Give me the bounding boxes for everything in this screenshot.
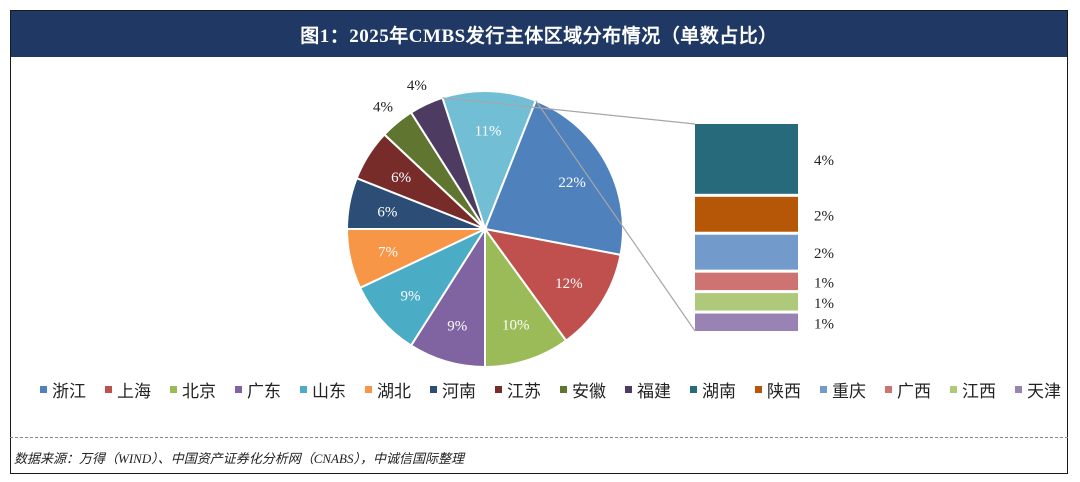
title-bar: 图1：2025年CMBS发行主体区域分布情况（单数占比） xyxy=(11,11,1067,57)
pie-slice-3 xyxy=(484,225,568,369)
legend-swatch-7 xyxy=(430,386,437,393)
bar-label-2: 2% xyxy=(814,208,834,224)
bar-label-5: 1% xyxy=(814,296,834,312)
legend-swatch-13 xyxy=(820,386,827,393)
legend-swatch-3 xyxy=(170,386,177,393)
bar-label-1: 4% xyxy=(814,153,834,169)
source-divider xyxy=(10,437,1068,438)
legend-label-16: 天津 xyxy=(1027,382,1061,402)
legend-swatch-8 xyxy=(495,386,502,393)
chart-title: 图1：2025年CMBS发行主体区域分布情况（单数占比） xyxy=(300,25,778,47)
legend-label-6: 湖北 xyxy=(377,382,411,402)
legend-swatch-4 xyxy=(235,386,242,393)
bar-label-3: 2% xyxy=(814,246,834,262)
bar-segment-1 xyxy=(695,124,798,194)
legend-swatch-11 xyxy=(690,386,697,393)
bar-segment-5 xyxy=(695,293,798,311)
pie-label-7: 6% xyxy=(377,204,397,220)
legend-label-13: 重庆 xyxy=(832,382,866,402)
legend-swatch-16 xyxy=(1015,386,1022,393)
legend-label-12: 陕西 xyxy=(767,382,801,402)
pie-label-3: 10% xyxy=(502,318,530,334)
pie-slice-other xyxy=(441,90,538,232)
legend-swatch-6 xyxy=(365,386,372,393)
legend-label-15: 江西 xyxy=(962,382,996,402)
legend-swatch-5 xyxy=(300,386,307,393)
pie-slice-2 xyxy=(482,227,622,343)
legend-label-8: 江苏 xyxy=(507,382,541,402)
source-note: 数据来源：万得（WIND）、中国资产证券化分析网（CNABS），中诚信国际整理 xyxy=(14,451,464,466)
pie-label-4: 9% xyxy=(447,318,467,334)
pie-label-2: 12% xyxy=(555,276,583,292)
pie-label-1: 22% xyxy=(558,175,586,191)
pie-label-10: 4% xyxy=(407,78,427,94)
bar-segment-3 xyxy=(695,234,798,270)
chart-frame: 图1：2025年CMBS发行主体区域分布情况（单数占比） xyxy=(10,10,1068,474)
legend-label-1: 浙江 xyxy=(52,382,86,402)
pie-label-8: 6% xyxy=(391,170,411,186)
pie-slice-10 xyxy=(409,96,486,230)
legend-swatch-9 xyxy=(560,386,567,393)
bar-label-4: 1% xyxy=(814,275,834,291)
pie-label-other: 11% xyxy=(475,124,502,140)
bar-segment-6 xyxy=(695,313,798,331)
pie-label-6: 7% xyxy=(378,245,398,261)
legend-label-4: 广东 xyxy=(247,382,281,402)
legend-label-3: 北京 xyxy=(182,382,216,402)
legend-label-10: 福建 xyxy=(637,382,671,402)
connector-line-top xyxy=(442,97,696,125)
pie-label-5: 9% xyxy=(401,289,421,305)
legend-label-9: 安徽 xyxy=(572,382,606,402)
legend-swatch-10 xyxy=(625,386,632,393)
legend-label-7: 河南 xyxy=(442,382,476,402)
legend-swatch-12 xyxy=(755,386,762,393)
legend-label-11: 湖南 xyxy=(702,382,736,402)
bar-segment-4 xyxy=(695,272,798,291)
bar-segment-2 xyxy=(695,196,798,232)
legend-label-5: 山东 xyxy=(312,382,346,402)
pie-label-9: 4% xyxy=(373,100,393,116)
legend-label-14: 广西 xyxy=(897,382,931,402)
bar-label-6: 1% xyxy=(814,316,834,332)
legend-label-2: 上海 xyxy=(117,382,151,402)
legend-swatch-1 xyxy=(40,386,47,393)
legend-swatch-2 xyxy=(105,386,112,393)
connector-line-bottom xyxy=(535,100,696,332)
legend-swatch-15 xyxy=(950,386,957,393)
legend-swatch-14 xyxy=(885,386,892,393)
